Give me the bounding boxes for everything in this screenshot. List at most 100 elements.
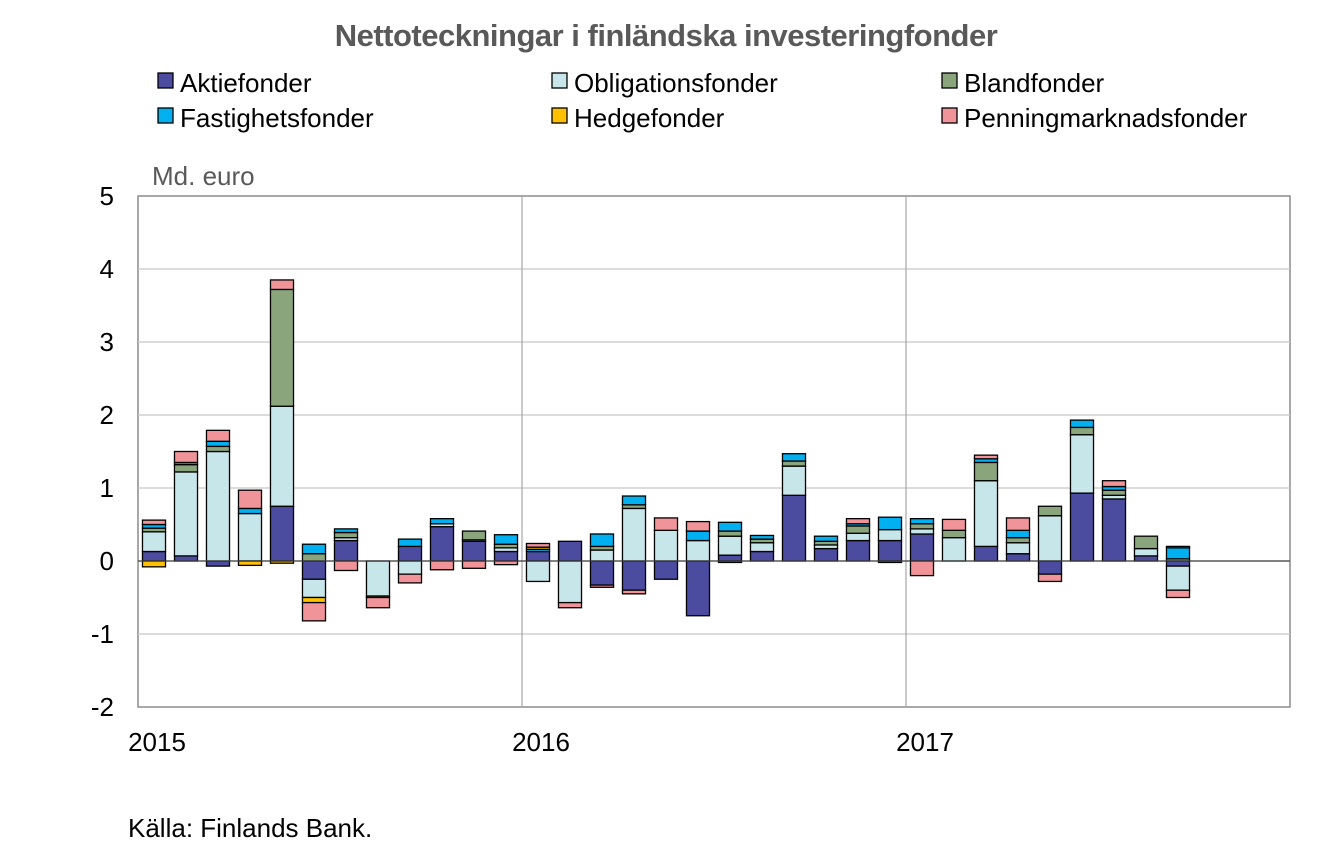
legend-swatch: [157, 72, 174, 89]
bar-segment-aktiefonder: [557, 540, 583, 562]
bar-segment-penningmarknadsfonder: [973, 454, 999, 460]
bar-segment-obligationsfonder: [365, 560, 391, 597]
bar-segment-aktiefonder: [397, 545, 423, 562]
legend-label: Penningmarknadsfonder: [964, 103, 1248, 133]
y-tick-label: 3: [100, 327, 114, 357]
bar-segment-obligationsfonder: [1005, 542, 1031, 555]
legend-label: Fastighetsfonder: [180, 103, 374, 133]
bar-segment-aktiefonder: [749, 550, 775, 562]
legend-item: Penningmarknadsfonder: [941, 103, 1248, 133]
bar-segment-penningmarknadsfonder: [589, 584, 615, 588]
bar-segment-blandfonder: [909, 523, 935, 530]
bar-segment-obligationsfonder: [173, 471, 199, 557]
legend: Aktiefonder Obligationsfonder Blandfonder F…: [157, 68, 1248, 133]
chart-title: Nettoteckningar i finländska investering…: [335, 18, 998, 53]
legend-label: Blandfonder: [964, 68, 1105, 98]
bar-segment-hedgefonder: [141, 560, 167, 568]
bar-segment-fastighetsfonder: [717, 521, 743, 532]
bar-segment-aktiefonder: [909, 533, 935, 562]
bar-segment-penningmarknadsfonder: [1037, 573, 1063, 583]
plot-area: 5 4 3 2 1 0 -1 -2 2015 2016 2017: [91, 181, 1291, 757]
bar-segment-fastighetsfonder: [493, 534, 519, 545]
bar-segment-blandfonder: [717, 530, 743, 537]
bar-segment-blandfonder: [973, 461, 999, 482]
bar-segment-hedgefonder: [1165, 545, 1191, 549]
bar-segment-penningmarknadsfonder: [429, 560, 455, 571]
bar-segment-fastighetsfonder: [909, 518, 935, 525]
bar-segment-blandfonder: [333, 531, 359, 539]
bar-segment-obligationsfonder: [717, 535, 743, 556]
legend-swatch: [157, 107, 174, 124]
bar-segment-penningmarknadsfonder: [141, 519, 167, 526]
bar-segment-penningmarknadsfonder: [397, 573, 423, 584]
bar-segment-aktiefonder: [493, 550, 519, 562]
bar-segment-obligationsfonder: [525, 560, 551, 583]
legend-label: Aktiefonder: [180, 68, 312, 98]
bar-segment-penningmarknadsfonder: [333, 560, 359, 572]
y-tick-label: 1: [100, 473, 114, 503]
bar-segment-blandfonder: [461, 530, 487, 541]
bar-segment-blandfonder: [1101, 489, 1127, 496]
bar-segment-obligationsfonder: [269, 405, 295, 507]
bar-segment-aktiefonder: [301, 560, 327, 580]
bar-segment-fastighetsfonder: [301, 543, 327, 555]
y-tick-label: 0: [100, 546, 114, 576]
bar-segment-obligationsfonder: [589, 549, 615, 562]
bar-segment-obligationsfonder: [685, 539, 711, 562]
bar-segment-obligationsfonder: [141, 531, 167, 553]
y-unit-label: Md. euro: [152, 161, 255, 191]
bars: [141, 279, 1191, 622]
bar-segment-aktiefonder: [1005, 553, 1031, 562]
bar-segment-fastighetsfonder: [781, 453, 807, 462]
bar-segment-penningmarknadsfonder: [621, 589, 647, 595]
legend-item: Hedgefonder: [551, 103, 725, 133]
bar-segment-fastighetsfonder: [685, 530, 711, 542]
bar-segment-penningmarknadsfonder: [173, 450, 199, 464]
bar-segment-penningmarknadsfonder: [941, 518, 967, 531]
legend-item: Blandfonder: [941, 68, 1105, 98]
bar-segment-aktiefonder: [1165, 560, 1191, 567]
bar-segment-aktiefonder: [781, 494, 807, 562]
y-tick-label: -2: [91, 692, 114, 722]
bar-segment-penningmarknadsfonder: [269, 279, 295, 291]
y-tick-label: 5: [100, 181, 114, 211]
bar-segment-fastighetsfonder: [1069, 419, 1095, 429]
bar-segment-aktiefonder: [653, 560, 679, 580]
bar-segment-obligationsfonder: [749, 542, 775, 553]
bar-segment-aktiefonder: [141, 550, 167, 562]
bar-segment-penningmarknadsfonder: [557, 601, 583, 609]
bar-segment-blandfonder: [1133, 535, 1159, 550]
y-tick-label: 4: [100, 254, 114, 284]
bar-segment-aktiefonder: [333, 539, 359, 562]
bar-segment-fastighetsfonder: [749, 534, 775, 540]
bar-segment-fastighetsfonder: [397, 538, 423, 548]
bar-segment-aktiefonder: [845, 539, 871, 562]
bar-segment-penningmarknadsfonder: [909, 560, 935, 577]
legend-swatch: [941, 72, 958, 89]
bar-segment-fastighetsfonder: [1165, 547, 1191, 560]
bar-segment-fastighetsfonder: [429, 518, 455, 525]
bar-segment-aktiefonder: [685, 560, 711, 617]
source-note: Källa: Finlands Bank.: [128, 813, 372, 843]
bar-segment-aktiefonder: [525, 550, 551, 562]
bar-segment-aktiefonder: [1101, 498, 1127, 562]
y-tick-label: 2: [100, 400, 114, 430]
x-tick-label: 2015: [128, 727, 186, 757]
bar-segment-aktiefonder: [173, 555, 199, 562]
bar-segment-obligationsfonder: [237, 512, 263, 562]
bar-segment-blandfonder: [1037, 505, 1063, 517]
bar-segment-fastighetsfonder: [205, 440, 231, 448]
bar-segment-fastighetsfonder: [877, 516, 903, 531]
bar-segment-aktiefonder: [1133, 555, 1159, 562]
bar-segment-blandfonder: [301, 553, 327, 562]
bar-segment-blandfonder: [1069, 426, 1095, 436]
bar-segment-obligationsfonder: [1165, 565, 1191, 591]
bar-segment-obligationsfonder: [653, 529, 679, 562]
legend-swatch: [941, 107, 958, 124]
bar-segment-obligationsfonder: [877, 528, 903, 542]
bar-segment-aktiefonder: [461, 540, 487, 562]
legend-swatch: [551, 72, 568, 89]
bar-segment-blandfonder: [205, 445, 231, 453]
bar-segment-blandfonder: [941, 529, 967, 539]
